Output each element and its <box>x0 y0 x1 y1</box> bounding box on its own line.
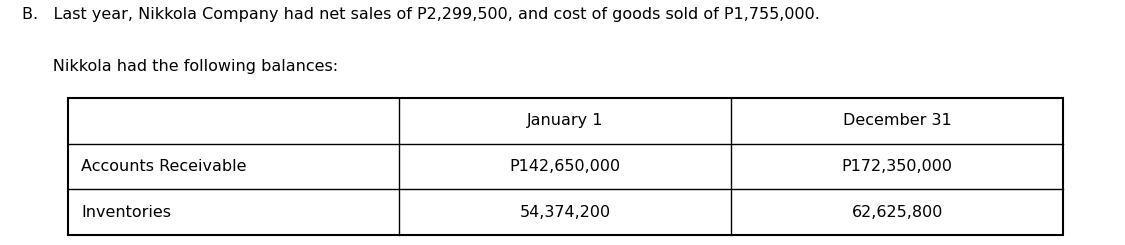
Text: December 31: December 31 <box>843 113 952 128</box>
Text: Inventories: Inventories <box>81 205 171 220</box>
Text: P142,650,000: P142,650,000 <box>510 159 621 174</box>
Text: Accounts Receivable: Accounts Receivable <box>81 159 246 174</box>
Text: 54,374,200: 54,374,200 <box>520 205 611 220</box>
Text: 62,625,800: 62,625,800 <box>852 205 943 220</box>
Text: Nikkola had the following balances:: Nikkola had the following balances: <box>22 59 339 74</box>
Text: January 1: January 1 <box>526 113 603 128</box>
Text: P172,350,000: P172,350,000 <box>842 159 953 174</box>
Text: B.   Last year, Nikkola Company had net sales of P2,299,500, and cost of goods s: B. Last year, Nikkola Company had net sa… <box>22 7 820 22</box>
